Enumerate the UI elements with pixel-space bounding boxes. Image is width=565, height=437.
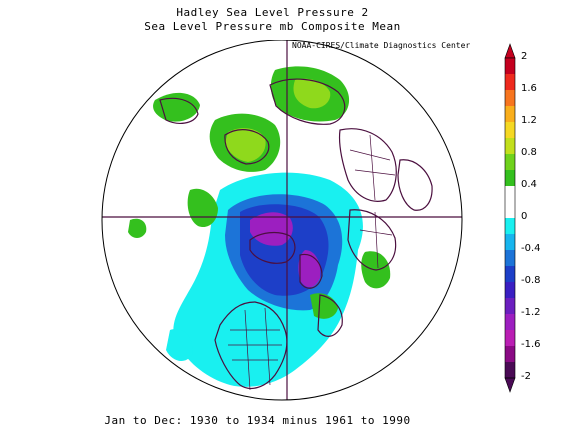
colorbar-segment — [505, 218, 515, 235]
colorbar-segment — [505, 106, 515, 123]
colorbar-tick-label: -0.8 — [521, 275, 541, 286]
colorbar-bottom-arrow — [504, 377, 516, 393]
colorbar-segment — [505, 90, 515, 107]
credit-text: NOAA-CIRES/Climate Diagnostics Center — [292, 41, 471, 50]
colorbar-segment — [505, 58, 515, 75]
colorbar-segment — [505, 122, 515, 139]
colorbar — [504, 43, 516, 393]
colorbar-segment — [505, 266, 515, 283]
colorbar-segment — [505, 74, 515, 91]
colorbar-segment — [505, 298, 515, 315]
cyan-region-sw — [166, 329, 193, 362]
colorbar-tick-label: 0.4 — [521, 179, 537, 190]
anomaly-field — [102, 40, 462, 400]
coastlines — [159, 78, 433, 389]
colorbar-tick-label: -1.2 — [521, 307, 541, 318]
colorbar-tick-label: 1.6 — [521, 83, 537, 94]
colorbar-tick-label: 1.2 — [521, 115, 537, 126]
green-region-w-small — [128, 218, 147, 238]
purple-region — [250, 212, 293, 246]
colorbar-segment — [505, 154, 515, 171]
colorbar-segment — [505, 186, 515, 203]
colorbar-segment — [505, 346, 515, 363]
lightgreen-north — [293, 78, 331, 109]
footer-caption: Jan to Dec: 1930 to 1934 minus 1961 to 1… — [104, 414, 411, 427]
colorbar-tick-label: 0 — [521, 211, 528, 222]
lightgreen-europe — [225, 128, 266, 162]
colorbar-tick-label: 0.8 — [521, 147, 537, 158]
colorbar-segment — [505, 362, 515, 379]
colorbar-tick-label: 2 — [521, 51, 528, 62]
map-boundary — [101, 40, 463, 401]
colorbar-segment — [505, 282, 515, 299]
colorbar-segment — [505, 314, 515, 331]
colorbar-segment — [505, 330, 515, 347]
polar-map — [101, 40, 463, 401]
colorbar-segment — [505, 138, 515, 155]
colorbar-tick-label: -0.4 — [521, 243, 541, 254]
colorbar-top-arrow — [504, 43, 516, 59]
colorbar-outline — [504, 57, 516, 379]
title-line-1: Hadley Sea Level Pressure 2 — [176, 6, 369, 19]
colorbar-tick-label: -1.6 — [521, 339, 541, 350]
colorbar-tick-label: -2 — [521, 371, 531, 382]
borders — [228, 134, 396, 391]
colorbar-segment — [505, 250, 515, 267]
colorbar-segment — [505, 170, 515, 187]
colorbar-segment — [505, 202, 515, 219]
colorbar-segment — [505, 234, 515, 251]
title-line-2: Sea Level Pressure mb Composite Mean — [144, 20, 401, 33]
